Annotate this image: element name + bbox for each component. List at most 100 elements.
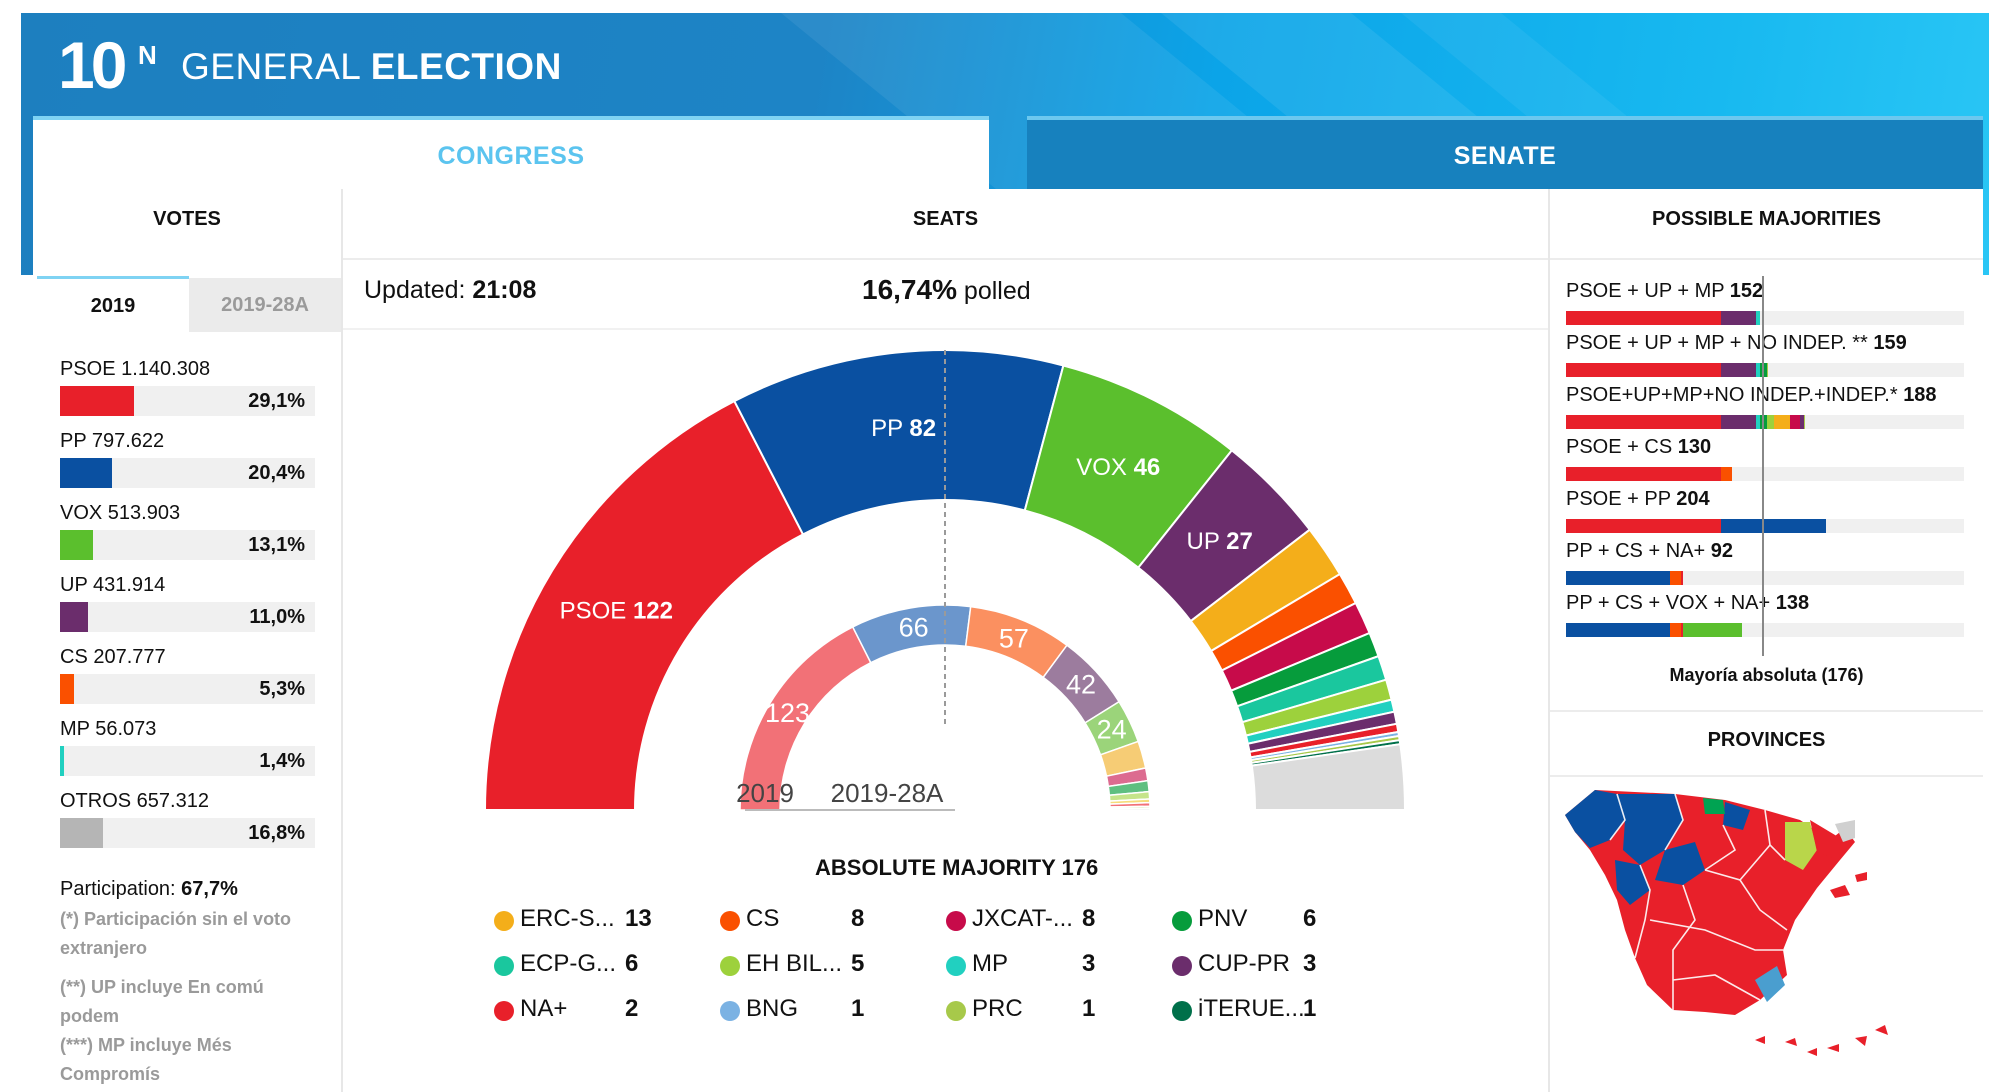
- seat-label-cs: 57: [999, 623, 1029, 653]
- vote-party-label: UP 431.914: [60, 574, 166, 596]
- legend-item: CS 8: [716, 905, 936, 935]
- majority-bar-segment: [1767, 363, 1769, 377]
- legend-party: CUP-PR: [1198, 950, 1291, 977]
- majority-row: PP + CS + VOX + NA+ 138: [1566, 592, 1964, 640]
- vote-row-cs: CS 207.777 5,3%: [60, 646, 315, 710]
- seat-arc-2019-28A-others: [1109, 807, 1151, 811]
- majority-bar-segment: [1566, 571, 1671, 585]
- legend-seats: 1: [1303, 995, 1317, 1022]
- vote-row-otros: OTROS 657.312 16,8%: [60, 790, 315, 854]
- vote-party-label: PP 797.622: [60, 430, 165, 452]
- legend-item: PNV 6: [1168, 905, 1388, 935]
- legend-swatch: [494, 956, 514, 976]
- legend-swatch: [1172, 911, 1192, 931]
- legend-swatch: [720, 911, 740, 931]
- info-rule: [343, 328, 1548, 330]
- vote-percentage: 11,0%: [249, 606, 305, 628]
- majority-bar-segment: [1566, 519, 1722, 533]
- majority-label: PSOE + UP + MP + NO INDEP. ** 159: [1566, 332, 1907, 354]
- legend-seats: 1: [851, 995, 865, 1022]
- vote-party-label: CS 207.777: [60, 646, 166, 668]
- map-canarias: [1785, 1025, 1888, 1056]
- map-catalonia: [1785, 822, 1817, 870]
- legend-seats: 6: [1303, 905, 1317, 932]
- majority-label: PSOE + PP 204: [1566, 488, 1710, 510]
- majority-bar-segment: [1755, 363, 1760, 377]
- note-mp: (***) MP incluye Més Compromís: [60, 1035, 232, 1084]
- seat-label-pp: PP 82: [871, 415, 936, 442]
- vote-percentage: 1,4%: [259, 750, 305, 772]
- majority-caption: Mayoría absoluta (176): [1669, 665, 1864, 685]
- majority-bar-segment: [1680, 571, 1684, 585]
- logo-letter: N: [138, 40, 157, 70]
- votes-tab-28a[interactable]: 2019-28A: [189, 278, 341, 332]
- vote-bar: [60, 458, 113, 488]
- majority-row: PSOE + UP + MP 152: [1566, 280, 1964, 328]
- seat-label-up: UP 27: [1187, 528, 1253, 555]
- majority-label: PSOE + CS 130: [1566, 436, 1712, 458]
- seat-label-vox: 24: [1097, 715, 1127, 745]
- vote-party-label: OTROS 657.312: [60, 790, 209, 812]
- legend-seats: 1: [1082, 995, 1096, 1022]
- majority-bar-segment: [1721, 415, 1756, 429]
- map-province-borders: [1609, 793, 1788, 1010]
- tab-senate[interactable]: SENATE: [1027, 116, 1983, 193]
- majority-bar-segment: [1721, 519, 1826, 533]
- legend-swatch: [1172, 956, 1192, 976]
- legend-seats: 6: [625, 950, 639, 977]
- vote-row-mp: MP 56.073 1,4%: [60, 718, 315, 782]
- majority-bar-segment: [1721, 311, 1756, 325]
- votes-heading: VOTES: [153, 207, 221, 230]
- majority-row: PP + CS + NA+ 92: [1566, 540, 1964, 588]
- vote-row-up: UP 431.914 11,0%: [60, 574, 315, 638]
- legend-swatch: [494, 1001, 514, 1021]
- votes-tab-2019[interactable]: 2019: [37, 276, 189, 333]
- vote-percentage: 20,4%: [248, 462, 305, 484]
- vote-bar-track: [60, 458, 315, 488]
- legend-item: CUP-PR 3: [1168, 950, 1388, 980]
- note-abroad: (*) Participación sin el voto extranjero: [60, 909, 292, 958]
- majority-bar-segment: [1790, 415, 1801, 429]
- legend-seats: 8: [1082, 905, 1096, 932]
- majority-row: PSOE + PP 204: [1566, 488, 1964, 536]
- seat-label-up: 42: [1066, 670, 1096, 700]
- vote-bar: [60, 746, 64, 776]
- seat-arc-2019-psoe: [483, 399, 805, 811]
- majority-bar-track: [1566, 571, 1964, 585]
- vote-row-vox: VOX 513.903 13,1%: [60, 502, 315, 566]
- majority-label: PSOE+UP+MP+NO INDEP.+INDEP.* 188: [1566, 384, 1937, 406]
- legend-swatch: [946, 956, 966, 976]
- vote-row-psoe: PSOE 1.140.308 29,1%: [60, 358, 315, 422]
- note-up: (**) UP incluye En comú podem: [60, 977, 264, 1026]
- majority-bar-track: [1566, 311, 1964, 325]
- majority-bar-track: [1566, 623, 1964, 637]
- vote-party-label: MP 56.073: [60, 718, 157, 740]
- legend-item: ECP-G... 6: [490, 950, 710, 980]
- majority-bar-track: [1566, 467, 1964, 481]
- seat-label-psoe: 123: [765, 698, 810, 728]
- majority-bar-segment: [1670, 571, 1681, 585]
- majority-bar-segment: [1773, 415, 1791, 429]
- vote-bar: [60, 602, 89, 632]
- vote-bar: [60, 386, 135, 416]
- legend-swatch: [1172, 1001, 1192, 1021]
- absolute-majority-label: ABSOLUTE MAJORITY 176: [815, 855, 1099, 880]
- legend-swatch: [946, 1001, 966, 1021]
- legend-item: iTERUE... 1: [1168, 995, 1388, 1025]
- legend-seats: 8: [851, 905, 865, 932]
- map-catalonia-2: [1810, 820, 1840, 858]
- provinces-heading: PROVINCES: [1707, 728, 1826, 751]
- majority-bar-segment: [1721, 467, 1732, 481]
- majority-bar-segment: [1721, 363, 1756, 377]
- majority-bar-segment: [1755, 311, 1760, 325]
- tab-congress[interactable]: CONGRESS: [33, 116, 989, 193]
- majority-bar-track: [1566, 363, 1964, 377]
- majority-bar-segment: [1566, 415, 1722, 429]
- legend-party: CS: [746, 905, 780, 932]
- legend-swatch: [720, 1001, 740, 1021]
- map-canarias-2: [1755, 1036, 1765, 1044]
- vote-percentage: 16,8%: [248, 822, 305, 844]
- legend-party: iTERUE...: [1198, 995, 1305, 1022]
- majority-label: PSOE + UP + MP 152: [1566, 280, 1764, 302]
